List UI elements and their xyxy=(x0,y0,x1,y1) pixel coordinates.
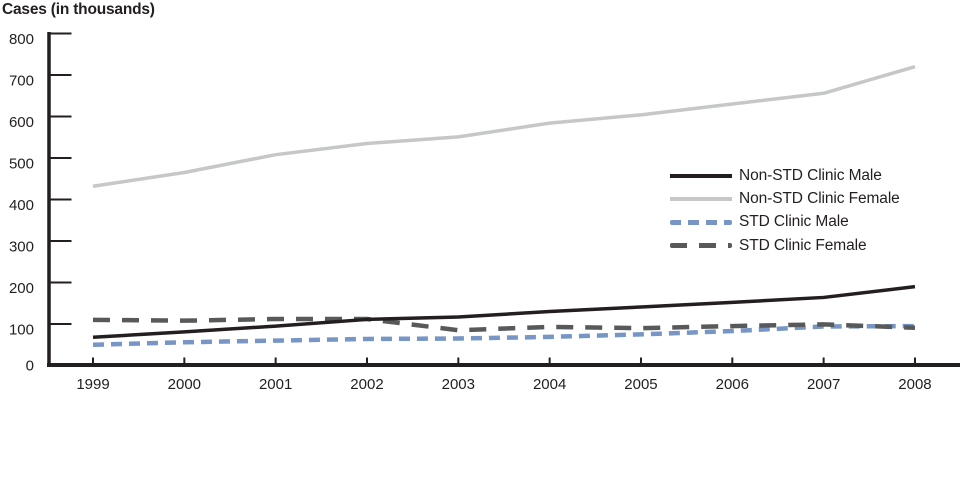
series-line-std-clinic-female xyxy=(92,316,916,333)
legend-swatch-solid-line xyxy=(670,197,732,202)
legend-label: Non-STD Clinic Female xyxy=(739,190,900,208)
legend-item-std-clinic-female: STD Clinic Female xyxy=(670,234,900,257)
x-tick-label: 2008 xyxy=(898,376,931,393)
y-tick-label: 100 xyxy=(9,322,34,339)
legend-item-std-clinic-male: STD Clinic Male xyxy=(670,211,900,234)
x-tick-label: 2003 xyxy=(442,376,475,393)
chart-title: Cases (in thousands) xyxy=(2,1,155,18)
y-tick-label: 400 xyxy=(9,197,34,214)
y-tick-label: 800 xyxy=(9,31,34,48)
x-tick-label: 2000 xyxy=(168,376,201,393)
legend-swatch-solid-line xyxy=(670,173,732,178)
x-tick-label: 2002 xyxy=(350,376,383,393)
x-tick-label: 2001 xyxy=(259,376,292,393)
legend-label: STD Clinic Female xyxy=(739,236,867,254)
x-tick-label: 2005 xyxy=(624,376,657,393)
x-tick-label: 2006 xyxy=(716,376,749,393)
y-tick-label: 200 xyxy=(9,280,34,297)
y-tick-label: 600 xyxy=(9,114,34,131)
x-tick-label: 1999 xyxy=(76,376,109,393)
x-tick-label: 2004 xyxy=(533,376,566,393)
series-line-non-std-clinic-female xyxy=(92,65,916,188)
y-tick-label: 500 xyxy=(9,156,34,173)
legend-item-non-std-clinic-male: Non-STD Clinic Male xyxy=(670,164,900,187)
legend-swatch-dashed-line xyxy=(670,219,732,225)
y-tick-label: 300 xyxy=(9,239,34,256)
x-tick-label: 2007 xyxy=(807,376,840,393)
series-line-std-clinic-male xyxy=(92,323,915,347)
legend-swatch-dashed-line xyxy=(670,243,732,249)
series-line-non-std-clinic-male xyxy=(92,284,916,340)
legend-item-non-std-clinic-female: Non-STD Clinic Female xyxy=(670,187,900,210)
y-tick-label: 700 xyxy=(9,73,34,90)
legend-label: Non-STD Clinic Male xyxy=(739,166,882,184)
legend: Non-STD Clinic Male Non-STD Clinic Female… xyxy=(670,164,900,258)
legend-label: STD Clinic Male xyxy=(739,213,849,231)
y-tick-label: 0 xyxy=(26,358,34,375)
